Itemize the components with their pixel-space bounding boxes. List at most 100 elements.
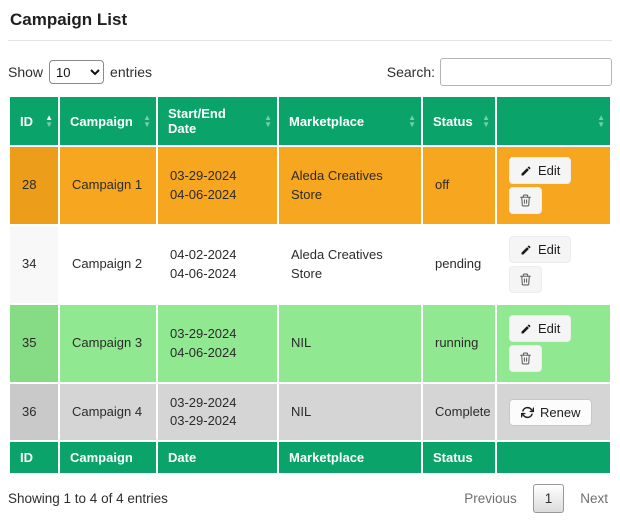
sort-asc-icon: ▲: [408, 113, 416, 122]
page-1-button[interactable]: 1: [532, 484, 565, 514]
sort-icons: ▲ ▼: [264, 113, 272, 129]
sort-icons: ▲ ▼: [143, 113, 151, 129]
cell-status: running: [423, 305, 495, 382]
table-info: Showing 1 to 4 of 4 entries: [8, 491, 168, 507]
table-footer-bar: Showing 1 to 4 of 4 entries Previous 1 N…: [8, 484, 612, 514]
cell-dates: 03-29-2024 04-06-2024: [158, 305, 277, 382]
table-row-campaign-1: 28 Campaign 1 03-29-2024 04-06-2024 Aled…: [10, 147, 610, 224]
end-date: 04-06-2024: [170, 186, 237, 202]
entries-label: entries: [110, 64, 153, 80]
cell-id: 28: [10, 147, 58, 224]
cell-marketplace: NIL: [279, 384, 421, 441]
edit-button[interactable]: Edit: [509, 157, 572, 184]
cell-status: pending: [423, 226, 495, 303]
cell-campaign: Campaign 4: [60, 384, 156, 441]
sort-icons: ▲ ▼: [597, 113, 605, 129]
cell-actions: Edit: [497, 305, 610, 382]
cell-marketplace: NIL: [279, 305, 421, 382]
delete-button[interactable]: [509, 187, 542, 214]
refresh-icon: [521, 406, 534, 418]
pencil-icon: [521, 165, 531, 175]
footer-header-status: Status: [423, 442, 495, 474]
cell-id: 36: [10, 384, 58, 441]
sort-desc-icon: ▼: [408, 120, 416, 129]
sort-asc-icon: ▲: [45, 113, 53, 122]
cell-marketplace: Aleda Creatives Store: [279, 147, 421, 224]
pencil-icon: [521, 244, 531, 254]
sort-icons: ▲ ▼: [408, 113, 416, 129]
sort-desc-icon: ▼: [143, 120, 151, 129]
cell-dates: 04-02-2024 04-06-2024: [158, 226, 277, 303]
sort-desc-icon: ▼: [264, 120, 272, 129]
cell-status: off: [423, 147, 495, 224]
cell-campaign: Campaign 3: [60, 305, 156, 382]
start-date: 04-02-2024: [170, 247, 237, 263]
column-header-campaign[interactable]: Campaign ▲ ▼: [60, 97, 156, 145]
page-title: Campaign List: [10, 10, 128, 29]
column-header-marketplace[interactable]: Marketplace ▲ ▼: [279, 97, 421, 145]
end-date: 04-06-2024: [170, 265, 237, 281]
cell-actions: Edit: [497, 147, 610, 224]
edit-button[interactable]: Edit: [509, 236, 572, 263]
sort-asc-icon: ▲: [143, 113, 151, 122]
start-date: 03-29-2024: [170, 395, 237, 410]
edit-button[interactable]: Edit: [509, 315, 572, 342]
sort-asc-icon: ▲: [597, 113, 605, 122]
table-row-campaign-4: 36 Campaign 4 03-29-2024 03-29-2024 NIL …: [10, 384, 610, 441]
trash-icon: [520, 273, 531, 286]
cell-id: 34: [10, 226, 58, 303]
sort-asc-icon: ▲: [482, 113, 490, 122]
renew-button[interactable]: Renew: [509, 398, 593, 426]
sort-desc-icon: ▼: [597, 120, 605, 129]
campaign-table: ID ▲ ▼ Campaign ▲ ▼ Start/End Date ▲ ▼ Mark…: [8, 95, 612, 475]
table-row-campaign-2: 34 Campaign 2 04-02-2024 04-06-2024 Aled…: [10, 226, 610, 303]
cell-dates: 03-29-2024 03-29-2024: [158, 384, 277, 441]
end-date: 04-06-2024: [170, 344, 237, 360]
pencil-icon: [521, 323, 531, 333]
cell-marketplace: Aleda Creatives Store: [279, 226, 421, 303]
footer-header-date: Date: [158, 442, 277, 474]
sort-icons: ▲ ▼: [45, 113, 53, 129]
footer-header-marketplace: Marketplace: [279, 442, 421, 474]
footer-header-id: ID: [10, 442, 58, 474]
column-header-actions[interactable]: ▲ ▼: [497, 97, 610, 145]
trash-icon: [520, 194, 531, 207]
cell-campaign: Campaign 1: [60, 147, 156, 224]
trash-icon: [520, 352, 531, 365]
cell-actions: Renew: [497, 384, 610, 441]
sort-icons: ▲ ▼: [482, 113, 490, 129]
previous-page-button[interactable]: Previous: [464, 491, 517, 507]
page-length-control: Show 10 entries: [8, 60, 152, 84]
cell-id: 35: [10, 305, 58, 382]
sort-desc-icon: ▼: [45, 120, 53, 129]
header-row: ID ▲ ▼ Campaign ▲ ▼ Start/End Date ▲ ▼ Mark…: [10, 97, 610, 145]
cell-dates: 03-29-2024 04-06-2024: [158, 147, 277, 224]
start-date: 03-29-2024: [170, 168, 237, 184]
cell-campaign: Campaign 2: [60, 226, 156, 303]
sort-asc-icon: ▲: [264, 113, 272, 122]
column-header-status[interactable]: Status ▲ ▼: [423, 97, 495, 145]
footer-header-row: ID Campaign Date Marketplace Status: [10, 442, 610, 474]
search-control: Search:: [387, 58, 612, 86]
end-date: 03-29-2024: [170, 413, 237, 429]
footer-header-campaign: Campaign: [60, 442, 156, 474]
divider: [8, 40, 612, 41]
delete-button[interactable]: [509, 266, 542, 293]
table-controls: Show 10 entries Search:: [8, 58, 612, 86]
delete-button[interactable]: [509, 345, 542, 372]
entries-select[interactable]: 10: [49, 60, 105, 84]
cell-status: Complete: [423, 384, 495, 441]
column-header-id[interactable]: ID ▲ ▼: [10, 97, 58, 145]
show-label: Show: [8, 64, 44, 80]
sort-desc-icon: ▼: [482, 120, 490, 129]
next-page-button[interactable]: Next: [580, 491, 608, 507]
cell-actions: Edit: [497, 226, 610, 303]
search-label: Search:: [386, 64, 435, 80]
pagination: Previous 1 Next: [460, 484, 612, 514]
search-input[interactable]: [440, 58, 612, 86]
table-row-campaign-3: 35 Campaign 3 03-29-2024 04-06-2024 NIL …: [10, 305, 610, 382]
start-date: 03-29-2024: [170, 326, 237, 342]
column-header-date[interactable]: Start/End Date ▲ ▼: [158, 97, 277, 145]
footer-header-actions: [497, 442, 610, 474]
